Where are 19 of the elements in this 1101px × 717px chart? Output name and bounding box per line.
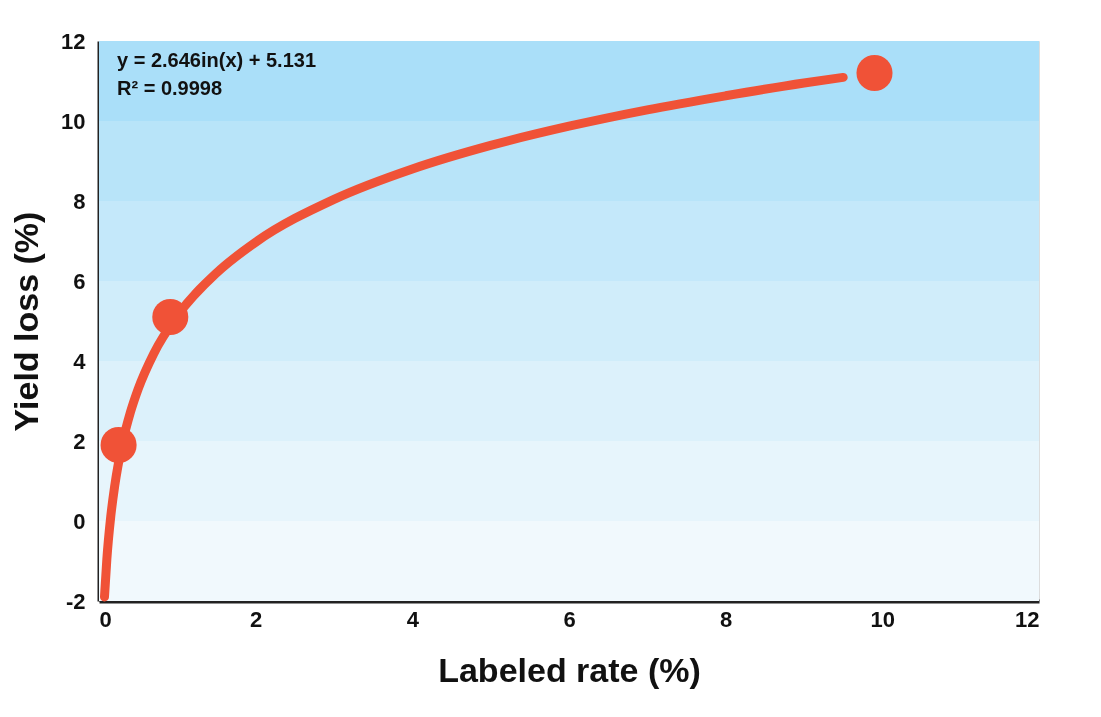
y-axis-title: Yield loss (%): [7, 211, 46, 432]
y-tick-label: 12: [61, 28, 86, 54]
y-tick-label: 4: [73, 348, 87, 374]
y-tick-label: 0: [73, 508, 86, 534]
annotation: R² = 0.9998: [117, 77, 223, 99]
x-tick-label: 0: [99, 606, 112, 632]
x-tick-label: 10: [870, 606, 896, 632]
x-axis-title: Labeled rate (%): [438, 650, 701, 689]
y-tick-label: 8: [73, 188, 86, 214]
x-tick-label: 2: [250, 606, 263, 632]
x-tick-label: 12: [1015, 606, 1040, 632]
x-tick-label: 8: [720, 606, 733, 632]
annotation: y = 2.646in(x) + 5.131: [117, 49, 317, 71]
y-tick-label: 10: [61, 108, 86, 134]
y-tick-label: -2: [65, 588, 86, 614]
x-tick-label: 6: [563, 606, 576, 632]
y-tick-label: 2: [73, 428, 86, 454]
x-tick-label: 4: [406, 606, 420, 632]
y-tick-label: 6: [73, 268, 86, 294]
